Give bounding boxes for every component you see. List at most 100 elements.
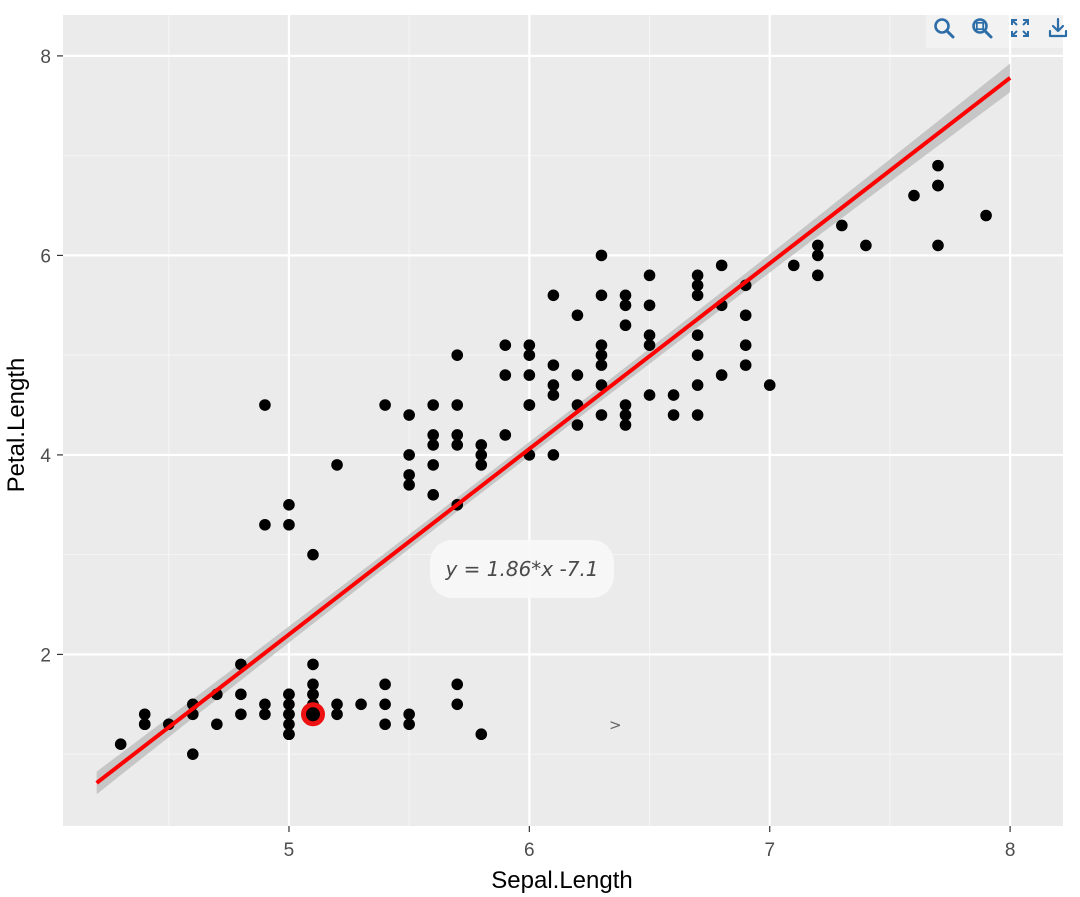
data-point	[331, 698, 343, 711]
data-point	[619, 319, 632, 332]
fullscreen-icon	[1011, 19, 1029, 37]
highlighted-point[interactable]	[301, 702, 325, 727]
x-axis-title: Sepal.Length	[491, 867, 632, 894]
major-gridlines	[63, 15, 1063, 826]
data-point	[715, 369, 728, 381]
data-point	[427, 429, 439, 441]
download-icon	[1048, 17, 1068, 38]
data-point	[283, 498, 295, 511]
y-axis-ticks: 2 4 6 8	[40, 47, 63, 666]
data-point	[691, 279, 704, 292]
data-point	[667, 409, 680, 421]
y-axis-title: Petal.Length	[3, 358, 30, 493]
data-point	[283, 728, 295, 741]
data-point	[932, 159, 944, 172]
data-point	[451, 429, 464, 441]
data-point	[475, 439, 488, 451]
data-point	[595, 379, 608, 391]
data-point	[595, 349, 608, 361]
zoom-icon	[934, 18, 955, 39]
data-point	[211, 718, 223, 731]
data-point	[379, 678, 391, 691]
data-point	[475, 728, 488, 741]
zoom-button[interactable]	[932, 16, 956, 40]
download-button[interactable]	[1046, 16, 1070, 40]
data-point	[403, 449, 415, 461]
data-point	[187, 748, 199, 760]
data-point	[667, 389, 680, 401]
data-points	[114, 159, 992, 760]
equation-label-background	[430, 540, 614, 598]
data-point	[475, 459, 488, 471]
data-point	[379, 399, 391, 411]
data-point	[235, 688, 247, 701]
data-point	[691, 289, 704, 302]
data-point	[715, 259, 728, 272]
data-point	[138, 718, 151, 731]
data-point	[739, 339, 752, 351]
data-point	[643, 269, 656, 282]
data-point	[427, 439, 439, 451]
data-point	[547, 359, 560, 371]
data-point	[523, 339, 536, 351]
data-point	[691, 349, 704, 361]
data-point	[475, 449, 488, 461]
data-point	[571, 309, 584, 322]
data-point	[860, 239, 872, 252]
data-point	[451, 698, 464, 711]
data-point	[403, 469, 415, 481]
data-point	[259, 518, 271, 531]
x-tick-label: 5	[284, 840, 295, 861]
regression-line-path	[95, 76, 1012, 785]
y-tick-label: 6	[40, 246, 51, 267]
data-point	[451, 399, 464, 411]
data-point	[403, 479, 415, 491]
data-point	[427, 399, 439, 411]
highlighted-point-marker[interactable]	[301, 702, 325, 727]
x-tick-label: 6	[524, 840, 535, 861]
data-point	[643, 389, 656, 401]
data-point	[619, 399, 632, 411]
data-point	[283, 688, 295, 701]
equation-label-text: y = 1.86*x -7.1	[444, 557, 598, 581]
data-point	[499, 339, 512, 351]
data-point	[499, 429, 512, 441]
data-point	[691, 269, 704, 282]
data-point	[643, 339, 656, 351]
data-point	[812, 269, 824, 282]
data-point	[619, 419, 632, 431]
zoom-reset-icon	[972, 18, 993, 39]
data-point	[691, 329, 704, 342]
data-point	[331, 708, 343, 721]
data-point	[307, 658, 319, 671]
x-tick-label: 8	[1005, 840, 1016, 861]
regression-line	[95, 76, 1012, 785]
data-point	[283, 698, 295, 711]
fullscreen-button[interactable]	[1008, 16, 1032, 40]
data-point	[499, 369, 512, 381]
data-point	[114, 738, 127, 751]
data-point	[595, 409, 608, 421]
data-point	[259, 708, 271, 721]
data-point	[547, 449, 560, 461]
data-point	[595, 289, 608, 302]
data-point	[908, 189, 920, 202]
data-point	[691, 409, 704, 421]
data-point	[619, 299, 632, 312]
data-point	[787, 259, 800, 272]
data-point	[307, 678, 319, 691]
data-point	[307, 688, 319, 701]
data-point	[427, 489, 439, 501]
data-point	[595, 339, 608, 351]
data-point	[451, 349, 464, 361]
x-axis-ticks: 5 6 7 8	[284, 826, 1016, 861]
y-tick-label: 8	[40, 47, 51, 68]
zoom-reset-button[interactable]	[970, 16, 994, 40]
data-point	[812, 239, 824, 252]
data-point	[763, 379, 776, 391]
data-point	[571, 369, 584, 381]
data-point	[619, 289, 632, 302]
data-point	[283, 518, 295, 531]
annotation-glyph: >	[609, 716, 622, 734]
